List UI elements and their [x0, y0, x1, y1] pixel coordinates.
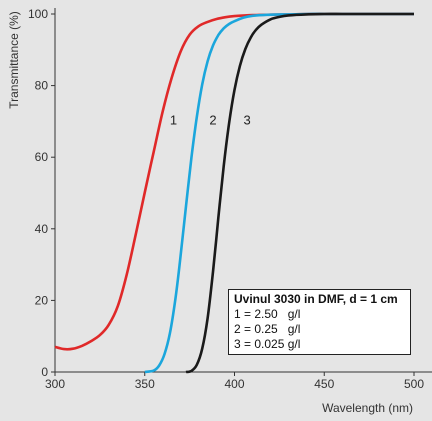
- curve-labels: 1 2 3: [170, 113, 251, 128]
- x-axis-title: Wavelength (nm): [322, 401, 413, 415]
- legend-entry-1: 1 = 2.50 g/l: [234, 307, 301, 321]
- x-tick-label: 300: [45, 377, 65, 391]
- y-tick-label: 0: [41, 365, 48, 379]
- legend-entry-2: 2 = 0.25 g/l: [234, 322, 301, 336]
- x-tick-label: 450: [314, 377, 334, 391]
- y-axis-title: Transmittance (%): [7, 11, 21, 109]
- series-line-3: [185, 12, 414, 374]
- x-tick-label: 500: [404, 377, 424, 391]
- x-tick-label: 400: [224, 377, 244, 391]
- y-tick-label: 100: [28, 7, 48, 21]
- legend: Uvinul 3030 in DMF, d = 1 cm 1 = 2.50 g/…: [228, 289, 411, 355]
- curve-label-3: 3: [243, 113, 250, 128]
- y-tick-label: 40: [35, 222, 49, 236]
- y-tick-label: 20: [35, 293, 49, 307]
- y-tick-label: 80: [35, 79, 49, 93]
- legend-title: Uvinul 3030 in DMF, d = 1 cm: [234, 292, 398, 306]
- x-tick-label: 350: [135, 377, 155, 391]
- curve-label-1: 1: [170, 113, 177, 128]
- curve-label-2: 2: [209, 113, 216, 128]
- series-lines: [54, 12, 414, 374]
- y-tick-label: 60: [35, 150, 49, 164]
- axes: 0 20 40 60 80 100 300 350 400 450 500 Wavelength (n…: [7, 7, 432, 415]
- legend-entry-3: 3 = 0.025 g/l: [234, 337, 301, 351]
